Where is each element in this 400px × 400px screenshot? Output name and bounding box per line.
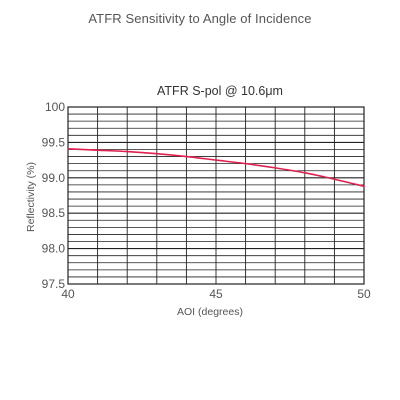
page-title: ATFR Sensitivity to Angle of Incidence: [88, 11, 312, 26]
y-tick-label: 98.5: [42, 206, 66, 220]
y-tick-label: 99.0: [42, 171, 66, 185]
y-axis-title: Reflectivity (%): [25, 162, 37, 232]
y-tick-label: 100: [45, 100, 65, 114]
x-tick-label: 40: [61, 287, 75, 301]
chart-axes: 97.5 98.0 98.5 99.0 99.5 100 40 45 50: [42, 100, 371, 301]
chart-grid: [67, 106, 365, 285]
chart-series: [67, 147, 365, 188]
chart-title: ATFR S-pol @ 10.6μm: [157, 84, 283, 98]
x-axis-title: AOI (degrees): [177, 306, 243, 318]
y-tick-label: 99.5: [42, 135, 66, 149]
x-tick-label: 50: [357, 287, 371, 301]
plot-frame: [67, 106, 365, 285]
y-tick-label: 98.0: [42, 242, 66, 256]
series-line: [67, 147, 365, 188]
x-tick-label: 45: [209, 287, 223, 301]
y-tick-label: 97.5: [42, 277, 66, 291]
